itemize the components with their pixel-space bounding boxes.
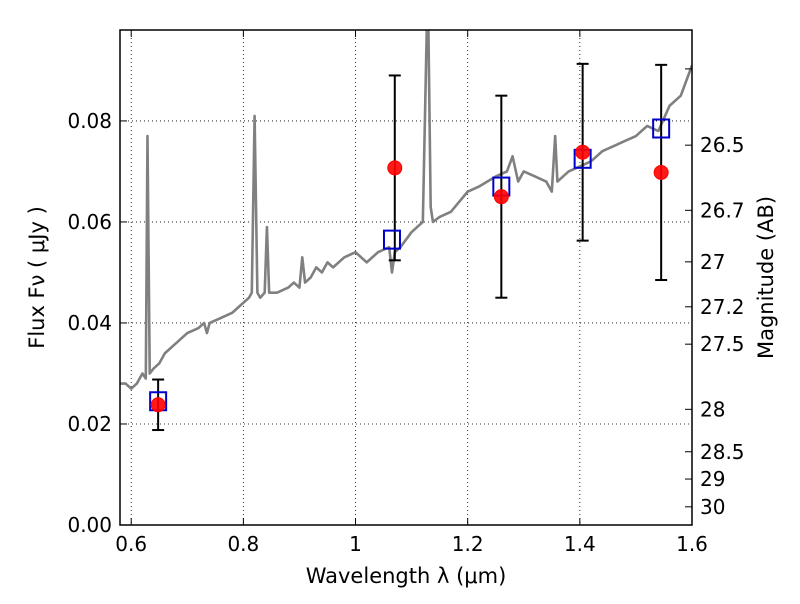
y2-tick-label: 26.5 xyxy=(700,133,745,157)
y-tick-label: 0.00 xyxy=(67,513,112,537)
x-tick-label: 1.6 xyxy=(676,532,708,556)
spectrum-line xyxy=(120,30,692,390)
x-axis-title: Wavelength λ (μm) xyxy=(306,564,507,588)
y2-tick-label: 28 xyxy=(700,397,725,421)
observed-flux-point xyxy=(493,189,509,205)
y2-tick-label: 26.7 xyxy=(700,198,745,222)
y2-axis-title: Magnitude (AB) xyxy=(754,196,778,359)
plot-frame xyxy=(119,29,693,526)
x-tick-label: 1.4 xyxy=(564,532,596,556)
y-tick-label: 0.02 xyxy=(67,412,112,436)
y-tick-label: 0.04 xyxy=(67,311,112,335)
y-tick-label: 0.08 xyxy=(67,109,112,133)
y2-tick-label: 29 xyxy=(700,467,725,491)
observed-flux-point xyxy=(387,160,403,176)
model-square-point xyxy=(382,229,401,250)
y2-tick-label: 27.2 xyxy=(700,295,745,319)
observed-flux-point xyxy=(653,164,669,180)
x-tick-label: 0.6 xyxy=(115,532,147,556)
y2-tick-label: 30 xyxy=(700,495,725,519)
observed-flux-point xyxy=(575,144,591,160)
y2-tick-label: 27.5 xyxy=(700,332,745,356)
x-tick-label: 0.8 xyxy=(227,532,259,556)
y2-tick-label: 28.5 xyxy=(700,440,745,464)
y-tick-label: 0.06 xyxy=(67,210,112,234)
y2-tick-label: 27 xyxy=(700,250,725,274)
x-tick-label: 1.2 xyxy=(452,532,484,556)
y-axis-title: Flux Fν ( μJy ) xyxy=(25,206,49,349)
model-square-point xyxy=(652,118,671,139)
observed-flux-point xyxy=(150,397,166,413)
x-tick-label: 1 xyxy=(349,532,362,556)
